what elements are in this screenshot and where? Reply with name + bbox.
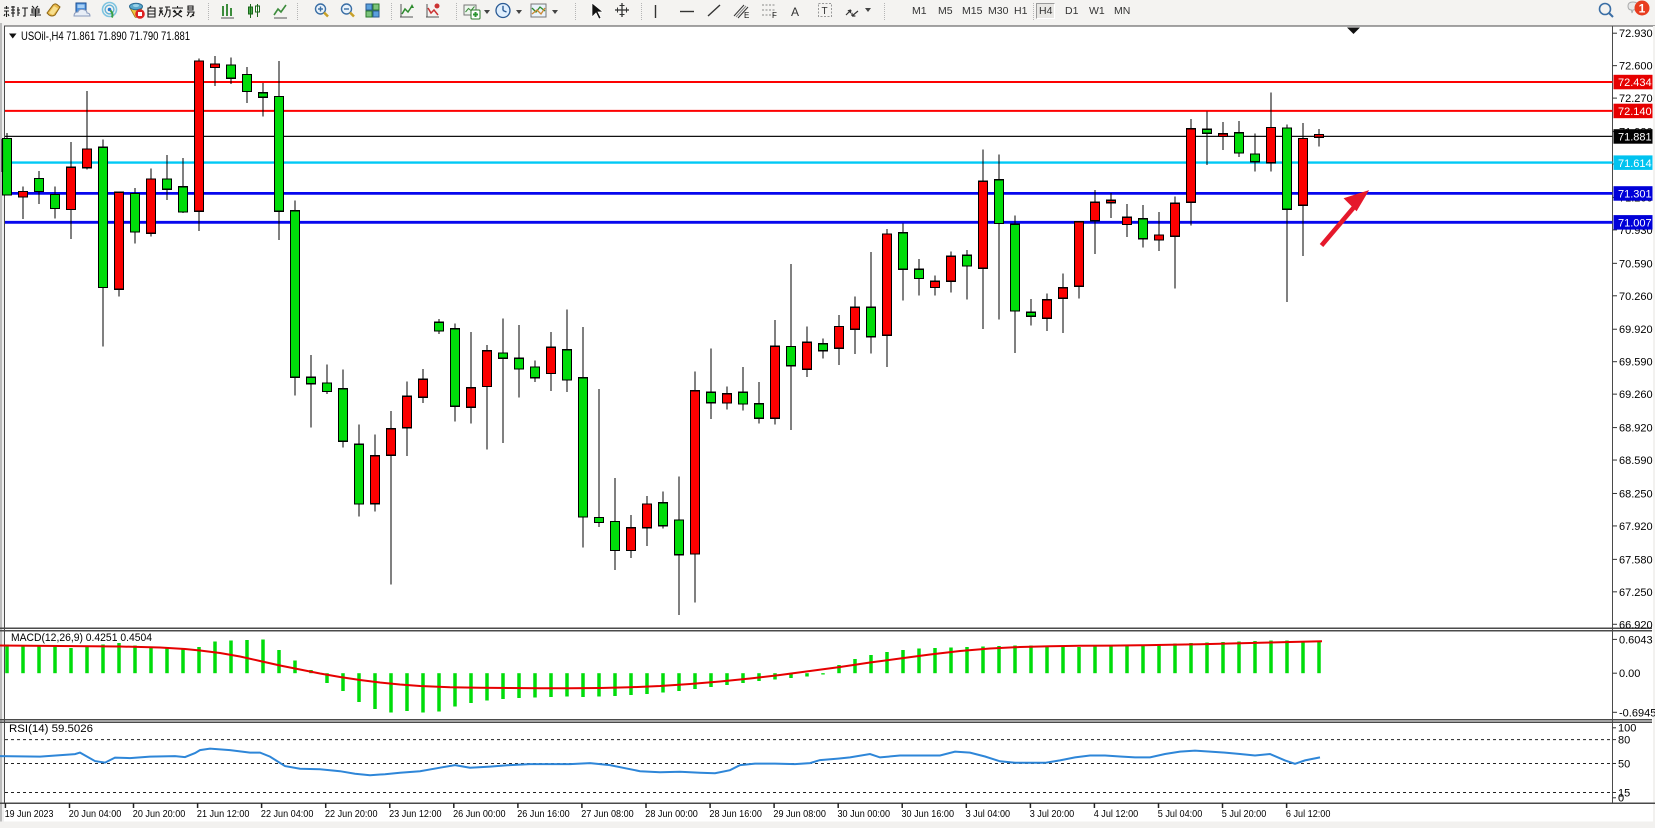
- svg-text:69.260: 69.260: [1619, 389, 1653, 401]
- svg-text:29 Jun 08:00: 29 Jun 08:00: [773, 808, 826, 820]
- svg-text:F: F: [772, 11, 777, 20]
- svg-text:5 Jul 20:00: 5 Jul 20:00: [1222, 808, 1267, 820]
- svg-text:3 Jul 04:00: 3 Jul 04:00: [966, 808, 1011, 820]
- svg-text:0.00: 0.00: [1619, 668, 1640, 680]
- svg-text:70.590: 70.590: [1619, 258, 1653, 270]
- svg-text:71.614: 71.614: [1618, 158, 1652, 170]
- svg-text:72.270: 72.270: [1619, 93, 1653, 105]
- svg-text:USOil-,H4 71.861 71.890 71.79: USOil-,H4 71.861 71.890 71.790 71.881: [21, 29, 190, 43]
- svg-text:72.600: 72.600: [1619, 61, 1653, 73]
- svg-text:3 Jul 20:00: 3 Jul 20:00: [1030, 808, 1075, 820]
- svg-text:71.007: 71.007: [1618, 218, 1652, 230]
- svg-text:0.6043: 0.6043: [1619, 634, 1653, 646]
- svg-text:21 Jun 12:00: 21 Jun 12:00: [197, 808, 250, 820]
- svg-text:66.920: 66.920: [1619, 619, 1653, 631]
- svg-text:22 Jun 20:00: 22 Jun 20:00: [325, 808, 378, 820]
- svg-text:67.920: 67.920: [1619, 521, 1653, 533]
- svg-text:T: T: [822, 6, 828, 17]
- svg-text:30 Jun 00:00: 30 Jun 00:00: [838, 808, 891, 820]
- svg-text:72.140: 72.140: [1618, 106, 1652, 118]
- svg-text:6 Jul 12:00: 6 Jul 12:00: [1286, 808, 1331, 820]
- svg-text:28 Jun 00:00: 28 Jun 00:00: [645, 808, 698, 820]
- svg-text:MACD(12,26,9) 0.4251 0.4504: MACD(12,26,9) 0.4251 0.4504: [11, 632, 152, 644]
- svg-text:28 Jun 16:00: 28 Jun 16:00: [709, 808, 762, 820]
- svg-text:E: E: [744, 11, 749, 20]
- svg-text:69.590: 69.590: [1619, 357, 1653, 369]
- svg-text:72.434: 72.434: [1618, 77, 1652, 89]
- svg-text:22 Jun 04:00: 22 Jun 04:00: [261, 808, 314, 820]
- svg-text:68.250: 68.250: [1619, 488, 1653, 500]
- svg-text:68.590: 68.590: [1619, 455, 1653, 467]
- svg-text:69.920: 69.920: [1619, 324, 1653, 336]
- svg-text:71.881: 71.881: [1618, 132, 1652, 144]
- svg-text:RSI(14) 59.5026: RSI(14) 59.5026: [9, 723, 93, 735]
- svg-text:-0.6945: -0.6945: [1619, 707, 1655, 719]
- svg-text:23 Jun 12:00: 23 Jun 12:00: [389, 808, 442, 820]
- svg-text:70.260: 70.260: [1619, 291, 1653, 303]
- svg-text:15: 15: [1618, 787, 1630, 799]
- svg-text:26 Jun 00:00: 26 Jun 00:00: [453, 808, 506, 820]
- svg-text:100: 100: [1618, 723, 1636, 735]
- svg-text:5 Jul 04:00: 5 Jul 04:00: [1158, 808, 1203, 820]
- svg-text:1: 1: [1639, 2, 1646, 16]
- svg-text:27 Jun 08:00: 27 Jun 08:00: [581, 808, 634, 820]
- svg-text:4 Jul 12:00: 4 Jul 12:00: [1094, 808, 1139, 820]
- svg-text:A: A: [791, 5, 799, 19]
- svg-text:20 Jun 20:00: 20 Jun 20:00: [133, 808, 186, 820]
- svg-text:50: 50: [1618, 758, 1630, 770]
- svg-text:72.930: 72.930: [1619, 28, 1653, 40]
- svg-text:19 Jun 2023: 19 Jun 2023: [5, 808, 54, 820]
- svg-text:0: 0: [1618, 793, 1624, 805]
- svg-text:68.920: 68.920: [1619, 423, 1653, 435]
- svg-text:67.580: 67.580: [1619, 554, 1653, 566]
- svg-text:71.301: 71.301: [1618, 189, 1652, 201]
- svg-text:20 Jun 04:00: 20 Jun 04:00: [69, 808, 122, 820]
- svg-text:30 Jun 16:00: 30 Jun 16:00: [902, 808, 955, 820]
- svg-text:80: 80: [1618, 734, 1630, 746]
- svg-text:67.250: 67.250: [1619, 587, 1653, 599]
- svg-text:26 Jun 16:00: 26 Jun 16:00: [517, 808, 570, 820]
